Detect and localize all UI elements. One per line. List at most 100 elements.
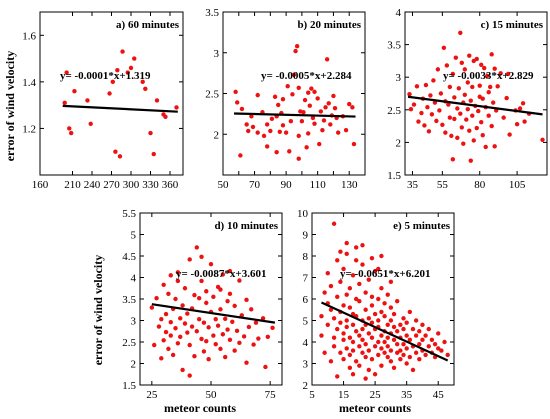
data-point (398, 348, 403, 353)
data-point (187, 342, 192, 348)
data-point (426, 326, 431, 332)
data-point (441, 45, 447, 51)
data-point (438, 91, 444, 96)
x-tick-label: 50 (218, 179, 230, 191)
data-point (290, 92, 295, 97)
data-point (411, 102, 417, 107)
data-point (331, 335, 337, 340)
y-tick-label: 2 (396, 137, 402, 149)
x-tick-label: 50 (206, 389, 218, 401)
fit-line (234, 112, 356, 118)
data-point (471, 138, 476, 143)
y-tick-label: 3 (303, 359, 309, 371)
data-point (113, 149, 118, 154)
data-point (492, 144, 497, 149)
data-point (489, 52, 494, 57)
data-point (436, 346, 441, 351)
data-point (344, 292, 349, 297)
panel-label: b) 20 minutes (297, 19, 361, 31)
data-point (163, 329, 169, 335)
data-point (455, 135, 460, 141)
data-point (437, 108, 442, 113)
data-point (341, 303, 346, 308)
data-point (69, 130, 74, 136)
data-point (325, 271, 330, 276)
data-point (161, 338, 166, 343)
data-point (230, 319, 235, 324)
data-point (225, 327, 230, 332)
y-tick-label: 2.5 (122, 337, 136, 349)
data-point (331, 221, 337, 226)
data-point (388, 318, 394, 323)
data-point (382, 314, 387, 319)
data-point (331, 316, 337, 321)
data-point (350, 339, 356, 345)
data-point (264, 144, 270, 149)
y-tick-label: 4 (396, 7, 402, 19)
data-point (452, 95, 457, 100)
data-point (379, 346, 384, 351)
y-tick-label: 7 (303, 273, 309, 285)
data-point (366, 277, 371, 282)
data-point (350, 372, 356, 377)
data-point (211, 294, 216, 300)
data-point (465, 80, 470, 85)
data-point (107, 91, 112, 96)
data-point (449, 133, 454, 139)
data-point (492, 66, 497, 71)
data-point (151, 151, 156, 157)
data-point (498, 71, 503, 76)
data-point (302, 97, 308, 103)
data-point (379, 309, 384, 315)
data-point (309, 86, 314, 91)
data-point (385, 344, 390, 349)
data-point (246, 324, 252, 330)
data-point (382, 339, 387, 345)
data-point (249, 307, 254, 312)
data-point (180, 367, 185, 373)
data-point (432, 341, 438, 347)
data-point (283, 130, 289, 135)
data-point (223, 316, 228, 321)
data-point (477, 83, 482, 88)
data-point (223, 354, 228, 360)
data-point (347, 352, 353, 358)
data-point (376, 296, 381, 302)
data-point (204, 300, 209, 306)
data-point (476, 108, 481, 114)
y-axis-title-top-row: error of wind velocity (3, 51, 17, 162)
data-point (166, 346, 171, 352)
fit-line (407, 95, 543, 116)
data-point (178, 316, 183, 321)
data-point (156, 324, 162, 329)
data-point (360, 243, 365, 248)
data-point (435, 67, 441, 72)
data-point (270, 325, 275, 331)
data-point (401, 352, 406, 358)
data-point (423, 82, 429, 88)
data-point (159, 317, 164, 322)
data-point (328, 359, 334, 364)
data-point (296, 85, 301, 90)
y-tick-label: 4.5 (122, 251, 136, 263)
data-point (170, 352, 176, 358)
data-point (401, 341, 406, 347)
x-tick-label: 35 (407, 179, 419, 191)
data-point (495, 84, 500, 89)
data-point (232, 303, 237, 309)
data-point (458, 30, 463, 36)
data-point (429, 112, 435, 117)
data-point (385, 322, 390, 327)
data-point (192, 292, 197, 298)
data-point (350, 322, 356, 327)
data-point (447, 115, 453, 120)
data-point (444, 63, 450, 68)
data-point (110, 79, 116, 85)
data-point (468, 158, 473, 163)
data-point (363, 376, 368, 381)
data-point (395, 298, 400, 304)
data-point (395, 341, 400, 347)
data-point (264, 122, 270, 127)
regression-equation: y= -0.0001*x+1.319 (60, 70, 151, 82)
